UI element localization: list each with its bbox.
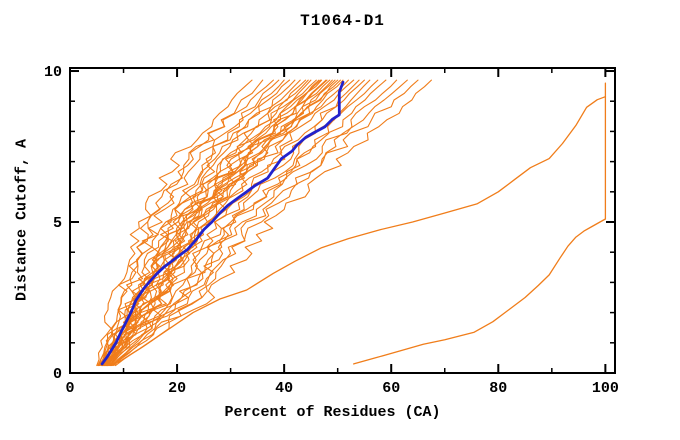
model-curve	[97, 79, 280, 367]
model-curve	[101, 79, 341, 367]
median-curve	[100, 80, 345, 366]
x-tick-label: 80	[489, 380, 507, 397]
plot-border	[69, 67, 616, 374]
model-curve	[110, 79, 360, 367]
outlier-curve	[117, 96, 607, 364]
outlier-curve	[353, 82, 607, 365]
x-tick-label: 20	[168, 380, 186, 397]
model-curve	[103, 79, 355, 367]
model-curve	[113, 79, 419, 367]
model-curve	[106, 79, 327, 367]
model-curve	[107, 79, 339, 367]
model-curve	[109, 79, 331, 367]
x-tick-label: 60	[382, 380, 400, 397]
model-curve	[112, 79, 398, 367]
chart-title: T1064-D1	[300, 12, 385, 30]
y-axis-label: Distance Cutoff, A	[13, 138, 31, 302]
model-curve	[96, 79, 253, 367]
model-curve	[110, 79, 408, 367]
model-curve	[114, 79, 432, 367]
y-tick-label: 0	[53, 366, 62, 383]
model-curve	[106, 79, 336, 367]
x-tick-label: 0	[65, 380, 74, 397]
y-tick-label: 5	[53, 215, 62, 232]
x-tick-label: 40	[275, 380, 293, 397]
model-curve	[105, 79, 365, 367]
model-curve	[101, 79, 274, 367]
model-curve	[104, 79, 285, 367]
x-tick-label: 100	[592, 380, 619, 397]
model-curve	[105, 79, 309, 367]
x-axis-label: Percent of Residues (CA)	[224, 404, 441, 421]
model-curve	[104, 79, 379, 367]
y-tick-label: 10	[44, 64, 62, 81]
